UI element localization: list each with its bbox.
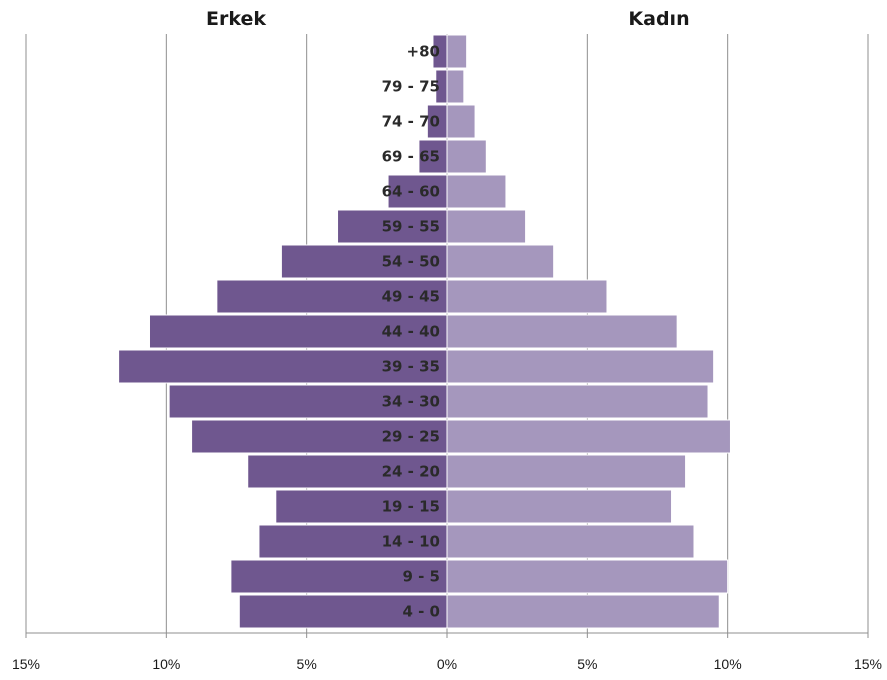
x-tick-label-0: 15% bbox=[12, 656, 40, 672]
bar-erkek-11 bbox=[191, 419, 448, 454]
bar-kadin-10 bbox=[446, 384, 709, 419]
bar-erkek-4 bbox=[387, 174, 448, 209]
bar-erkek-5 bbox=[337, 209, 448, 244]
bar-kadin-8 bbox=[446, 314, 678, 349]
x-tick-label-4: 5% bbox=[577, 656, 597, 672]
right-header: Kadın bbox=[628, 8, 689, 30]
bar-erkek-10 bbox=[168, 384, 448, 419]
age-label-15: 9 - 5 bbox=[402, 568, 440, 586]
x-tick-labels: 15% 10% 5% 0% 5% 10% 15% bbox=[12, 656, 882, 672]
bar-kadin-12 bbox=[446, 454, 687, 489]
bar-kadin-0 bbox=[446, 34, 468, 69]
bar-kadin-7 bbox=[446, 279, 608, 314]
age-label-1: 79 - 75 bbox=[382, 78, 440, 96]
age-label-13: 19 - 15 bbox=[382, 498, 440, 516]
age-label-11: 29 - 25 bbox=[382, 428, 440, 446]
bar-erkek-16 bbox=[238, 594, 448, 629]
x-tick-label-3: 0% bbox=[437, 656, 457, 672]
age-label-5: 59 - 55 bbox=[382, 218, 440, 236]
bar-erkek-7 bbox=[216, 279, 448, 314]
bar-kadin-3 bbox=[446, 139, 487, 174]
left-header: Erkek bbox=[206, 8, 266, 30]
bar-erkek-12 bbox=[247, 454, 448, 489]
age-label-2: 74 - 70 bbox=[382, 113, 440, 131]
age-label-9: 39 - 35 bbox=[382, 358, 440, 376]
age-label-3: 69 - 65 bbox=[382, 148, 440, 166]
bar-kadin-9 bbox=[446, 349, 715, 384]
age-label-10: 34 - 30 bbox=[382, 393, 440, 411]
bar-kadin-15 bbox=[446, 559, 729, 594]
bar-kadin-1 bbox=[446, 69, 465, 104]
age-label-16: 4 - 0 bbox=[402, 603, 440, 621]
age-label-0: +80 bbox=[407, 43, 440, 61]
x-tick-label-1: 10% bbox=[152, 656, 180, 672]
bar-kadin-16 bbox=[446, 594, 720, 629]
bar-erkek-8 bbox=[148, 314, 448, 349]
age-label-7: 49 - 45 bbox=[382, 288, 440, 306]
bar-kadin-13 bbox=[446, 489, 673, 524]
bar-kadin-11 bbox=[446, 419, 731, 454]
age-labels: +80 79 - 75 74 - 70 69 - 65 64 - 60 59 - 55 54… bbox=[382, 43, 440, 621]
bars bbox=[118, 34, 731, 629]
x-tick-label-6: 15% bbox=[854, 656, 882, 672]
bar-erkek-14 bbox=[258, 524, 448, 559]
bar-kadin-4 bbox=[446, 174, 507, 209]
bar-kadin-5 bbox=[446, 209, 527, 244]
age-label-4: 64 - 60 bbox=[382, 183, 440, 201]
age-label-8: 44 - 40 bbox=[382, 323, 440, 341]
age-label-12: 24 - 20 bbox=[382, 463, 440, 481]
bar-kadin-6 bbox=[446, 244, 555, 279]
bar-erkek-6 bbox=[280, 244, 448, 279]
age-label-14: 14 - 10 bbox=[382, 533, 440, 551]
x-tick-label-2: 5% bbox=[297, 656, 317, 672]
x-tick-label-5: 10% bbox=[714, 656, 742, 672]
bar-kadin-14 bbox=[446, 524, 695, 559]
bar-erkek-9 bbox=[118, 349, 448, 384]
bar-kadin-2 bbox=[446, 104, 476, 139]
age-label-6: 54 - 50 bbox=[382, 253, 440, 271]
